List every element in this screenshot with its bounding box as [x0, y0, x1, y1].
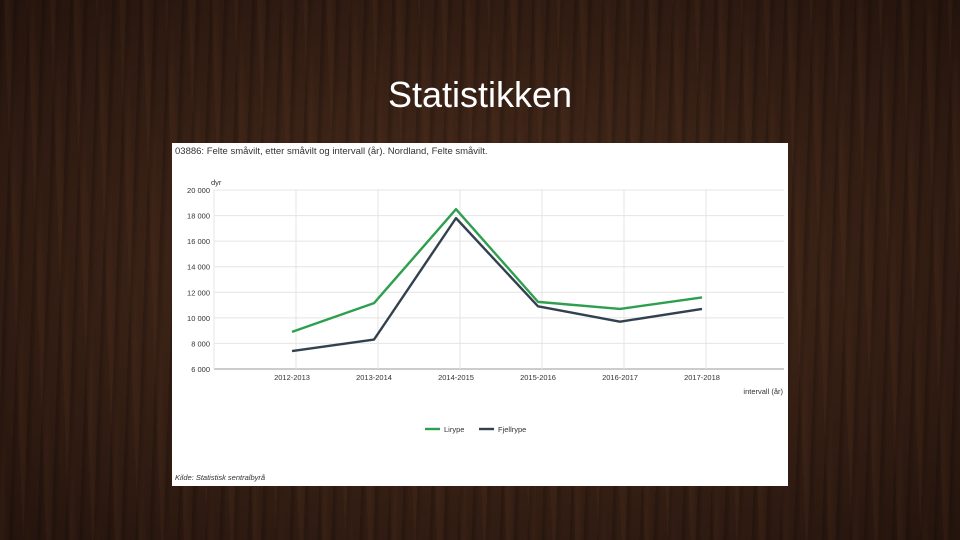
y-tick-label: 12 000	[187, 288, 210, 297]
y-tick-label: 10 000	[187, 314, 210, 323]
x-tick-label: 2016-2017	[602, 373, 638, 382]
x-tick-label: 2013-2014	[356, 373, 392, 382]
x-axis-label: intervall (år)	[743, 387, 783, 396]
x-tick-label: 2012-2013	[274, 373, 310, 382]
y-tick-label: 20 000	[187, 186, 210, 195]
y-tick-label: 16 000	[187, 237, 210, 246]
line-chart: 6 000 8 000 10 000 12 000 14 000 16 000 18 000…	[187, 178, 784, 434]
legend-label-lirype: Lirype	[444, 425, 464, 434]
legend-label-fjellrype: Fjellrype	[498, 425, 526, 434]
x-tick-label: 2017-2018	[684, 373, 720, 382]
chart-title: 03886: Felte småvilt, etter småvilt og i…	[175, 146, 488, 157]
y-tick-label: 14 000	[187, 263, 210, 272]
x-tick-label: 2015-2016	[520, 373, 556, 382]
slide-title: Statistikken	[387, 74, 573, 115]
y-axis-unit-label: dyr	[211, 178, 222, 187]
chart-panel: 03886: Felte småvilt, etter småvilt og i…	[172, 143, 788, 486]
source-note: Kilde: Statistisk sentralbyrå	[175, 473, 266, 482]
y-tick-label: 6 000	[191, 365, 210, 374]
series-line-lirype	[291, 207, 703, 334]
y-tick-label: 18 000	[187, 212, 210, 221]
series-line-fjellrype	[291, 216, 703, 353]
x-tick-label: 2014-2015	[438, 373, 474, 382]
y-tick-label: 8 000	[191, 339, 210, 348]
